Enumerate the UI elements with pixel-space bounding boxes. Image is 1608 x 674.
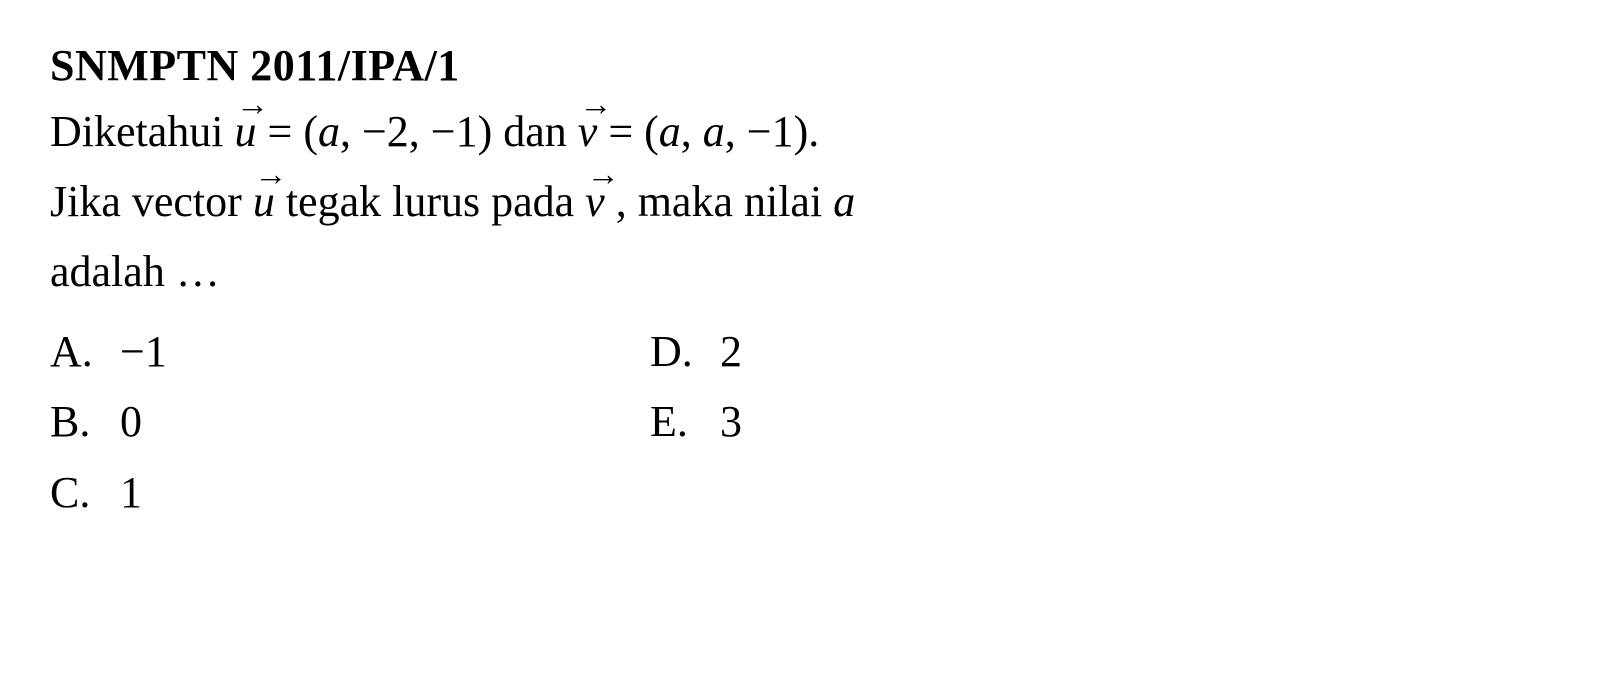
var-a1: a xyxy=(318,107,340,156)
vector-v2: v xyxy=(585,169,605,235)
var-a4: a xyxy=(833,177,855,226)
options-block: A. −1 D. 2 B. 0 E. 3 C. 1 xyxy=(50,317,1558,528)
option-row-2: B. 0 E. 3 xyxy=(50,387,1558,457)
vector-u2: u xyxy=(253,169,275,235)
question-line-2: Jika vector u tegak lurus pada v , maka … xyxy=(50,169,1558,235)
option-b-value: 0 xyxy=(120,387,142,457)
question-container: SNMPTN 2011/IPA/1 Diketahui u = (a, −2, … xyxy=(50,40,1558,528)
option-row-3: C. 1 xyxy=(50,458,1558,528)
option-c-label: C. xyxy=(50,458,120,528)
option-e-value: 3 xyxy=(720,387,742,457)
option-e-label: E. xyxy=(650,387,720,457)
exam-title: SNMPTN 2011/IPA/1 xyxy=(50,40,1558,91)
option-a-label: A. xyxy=(50,317,120,387)
option-c: C. 1 xyxy=(50,458,650,528)
option-d-label: D. xyxy=(650,317,720,387)
option-a: A. −1 xyxy=(50,317,650,387)
option-d-value: 2 xyxy=(720,317,742,387)
option-c-value: 1 xyxy=(120,458,142,528)
text-maka: , maka nilai xyxy=(605,177,834,226)
eq-part2c: , −1). xyxy=(725,107,819,156)
var-a3: a xyxy=(703,107,725,156)
question-line-3: adalah … xyxy=(50,239,1558,305)
option-d: D. 2 xyxy=(650,317,742,387)
option-b: B. 0 xyxy=(50,387,650,457)
text-tegak: tegak lurus pada xyxy=(275,177,585,226)
vector-u: u xyxy=(235,99,257,165)
eq-part1b: , −2, −1) dan xyxy=(340,107,578,156)
option-row-1: A. −1 D. 2 xyxy=(50,317,1558,387)
option-a-value: −1 xyxy=(120,317,167,387)
option-e: E. 3 xyxy=(650,387,742,457)
var-a2: a xyxy=(659,107,681,156)
eq-part2b: , xyxy=(681,107,703,156)
text-jika: Jika vector xyxy=(50,177,253,226)
text-diketahui: Diketahui xyxy=(50,107,235,156)
text-adalah: adalah … xyxy=(50,247,220,296)
option-b-label: B. xyxy=(50,387,120,457)
